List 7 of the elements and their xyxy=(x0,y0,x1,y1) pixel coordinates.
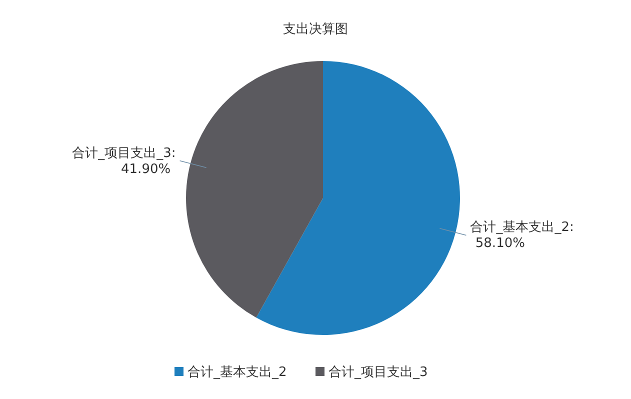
data-label: 合计_基本支出_2: 58.10% xyxy=(470,220,574,252)
data-label: 合计_项目支出_3: 41.90% xyxy=(72,146,176,177)
legend-label: 合计_项目支出_3 xyxy=(328,365,428,380)
pie-slice xyxy=(256,61,460,335)
pie-slice xyxy=(186,61,323,318)
chart-title: 支出决算图 xyxy=(283,22,348,37)
legend-label: 合计_基本支出_2 xyxy=(188,365,287,380)
